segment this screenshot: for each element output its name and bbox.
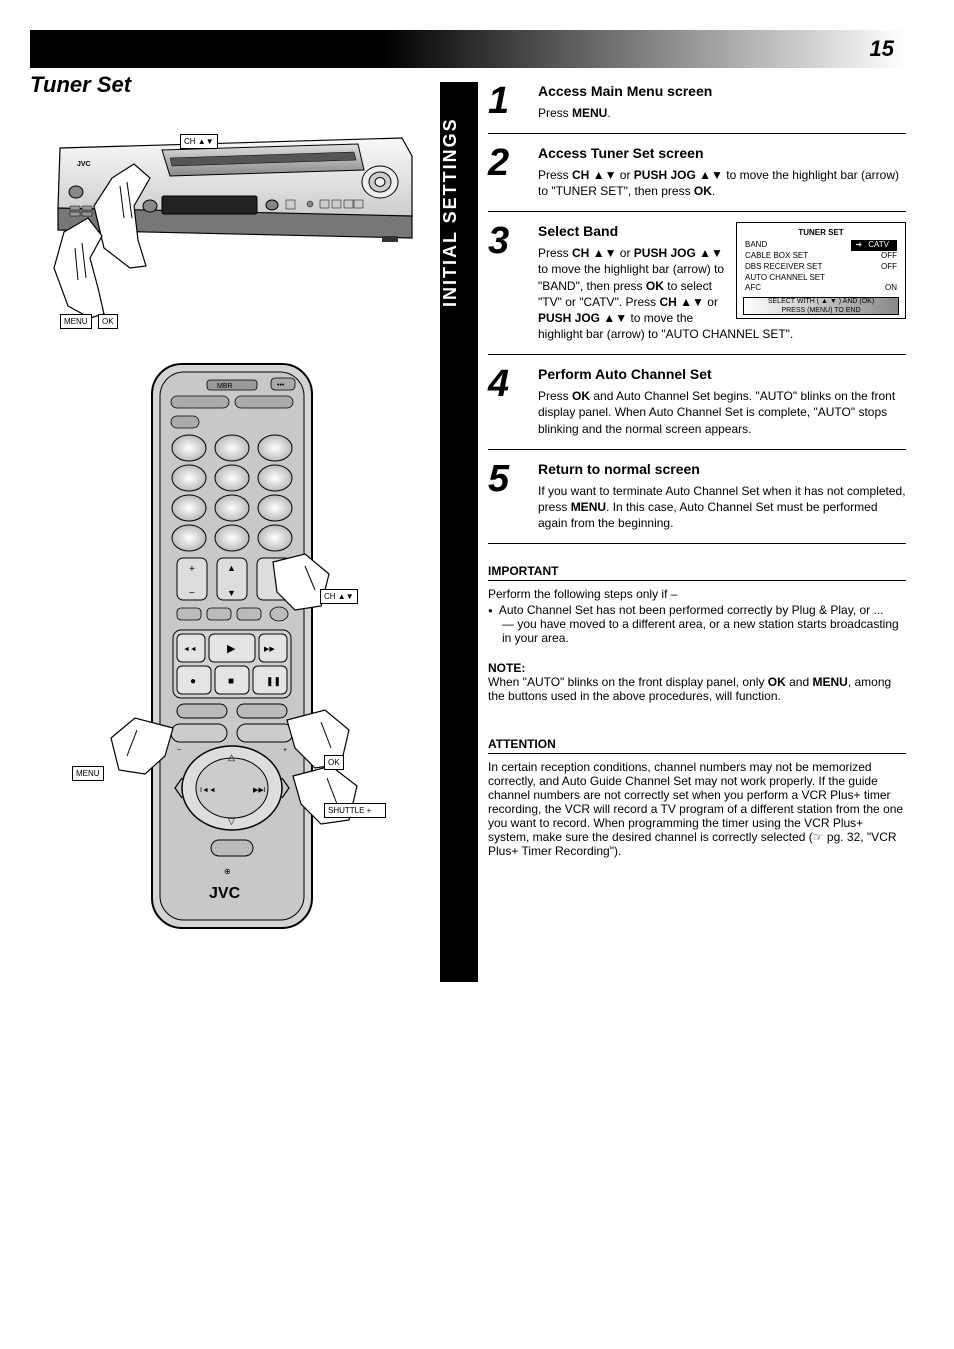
step-text: Press MENU. <box>538 105 906 121</box>
svg-text:▽: ▽ <box>228 816 235 826</box>
osd-value: ON <box>885 283 897 294</box>
osd-label: BAND <box>745 240 767 251</box>
step-number: 3 <box>488 222 538 260</box>
svg-text:JVC: JVC <box>209 885 241 902</box>
right-column: 1 Access Main Menu screen Press MENU. 2 … <box>478 72 906 982</box>
svg-text:−: − <box>189 588 195 599</box>
step-title: Return to normal screen <box>538 460 906 479</box>
svg-text:JVC: JVC <box>77 161 91 168</box>
osd-value: OFF <box>881 251 897 262</box>
note-body: When "AUTO" blinks on the front display … <box>488 675 906 703</box>
svg-text:⊕: ⊕ <box>224 867 231 876</box>
svg-text:▲: ▲ <box>227 563 236 573</box>
step-text: Press OK and Auto Channel Set begins. "A… <box>538 388 906 437</box>
callout-remote-ok: OK <box>324 755 344 770</box>
step-number: 5 <box>488 460 538 498</box>
step-5: 5 Return to normal screen If you want to… <box>488 450 906 544</box>
page-root: 15 Tuner Set JVC <box>0 0 954 1012</box>
step-number: 2 <box>488 144 538 182</box>
callout-ch-arrows: CH ▲▼ <box>180 134 218 149</box>
step-title: Access Main Menu screen <box>538 82 906 101</box>
step-2: 2 Access Tuner Set screen Press CH ▲▼ or… <box>488 134 906 212</box>
attention-body: In certain reception conditions, channel… <box>488 753 906 858</box>
page-number: 15 <box>870 36 894 62</box>
step-number: 1 <box>488 82 538 120</box>
svg-text:●: ● <box>190 676 196 687</box>
attention-title: ATTENTION <box>488 737 906 751</box>
svg-text:+: + <box>283 747 287 754</box>
important-item: Auto Channel Set has not been performed … <box>499 603 884 617</box>
step-text: If you want to terminate Auto Channel Se… <box>538 483 906 532</box>
step-number: 4 <box>488 365 538 403</box>
step-1: 1 Access Main Menu screen Press MENU. <box>488 72 906 134</box>
osd-label: AFC <box>745 283 761 294</box>
svg-text:▶: ▶ <box>227 643 236 655</box>
left-column: Tuner Set JVC <box>30 72 440 982</box>
step-4: 4 Perform Auto Channel Set Press OK and … <box>488 355 906 449</box>
header-bar: 15 <box>30 30 906 68</box>
remote-illustration: MBR ••• <box>77 358 387 938</box>
step-3: 3 TUNER SET BAND ➜ CATV CABLE BOX SET OFF … <box>488 212 906 355</box>
osd-footer: SELECT WITH ( ▲ ▼ ) AND (OK)PRESS (MENU)… <box>743 297 899 315</box>
osd-label: DBS RECEIVER SET <box>745 262 822 273</box>
osd-label: AUTO CHANNEL SET <box>745 273 825 284</box>
svg-text:▶▶: ▶▶ <box>264 646 275 653</box>
osd-value: ➜ CATV <box>851 240 897 251</box>
vcr-illustration: JVC <box>42 108 422 318</box>
step-title: Access Tuner Set screen <box>538 144 906 163</box>
section-title: Tuner Set <box>30 72 434 98</box>
osd-label: CABLE BOX SET <box>745 251 808 262</box>
osd-heading: TUNER SET <box>743 228 899 239</box>
svg-text:+: + <box>189 564 195 575</box>
step-title: Perform Auto Channel Set <box>538 365 906 384</box>
sidebar-label: INITIAL SETTINGS <box>440 92 478 332</box>
important-label: IMPORTANT <box>488 564 906 578</box>
step-text: Press CH ▲▼ or PUSH JOG ▲▼ to move the h… <box>538 167 906 199</box>
svg-text:•••: ••• <box>277 382 285 389</box>
svg-text:▶▶I: ▶▶I <box>253 787 266 794</box>
sidebar-tab: INITIAL SETTINGS <box>440 82 478 982</box>
svg-text:■: ■ <box>228 676 234 687</box>
svg-text:◄◄: ◄◄ <box>183 646 197 653</box>
callout-remote-shuttle: SHUTTLE + <box>324 803 386 818</box>
svg-text:▼: ▼ <box>227 588 236 598</box>
svg-text:MBR: MBR <box>217 383 233 390</box>
osd-value: OFF <box>881 262 897 273</box>
callout-remote-menu: MENU <box>72 766 104 781</box>
callout-ok: OK <box>98 314 118 329</box>
callout-menu: MENU <box>60 314 92 329</box>
svg-text:△: △ <box>228 752 235 762</box>
note-label: NOTE: <box>488 661 906 675</box>
important-body: Perform the following steps only if – Au… <box>488 580 906 645</box>
svg-text:I◄◄: I◄◄ <box>200 787 216 794</box>
osd-panel: TUNER SET BAND ➜ CATV CABLE BOX SET OFF DB… <box>736 222 906 319</box>
callout-remote-ch: CH ▲▼ <box>320 589 358 604</box>
svg-text:−: − <box>177 747 181 754</box>
svg-text:❚❚: ❚❚ <box>266 676 281 687</box>
